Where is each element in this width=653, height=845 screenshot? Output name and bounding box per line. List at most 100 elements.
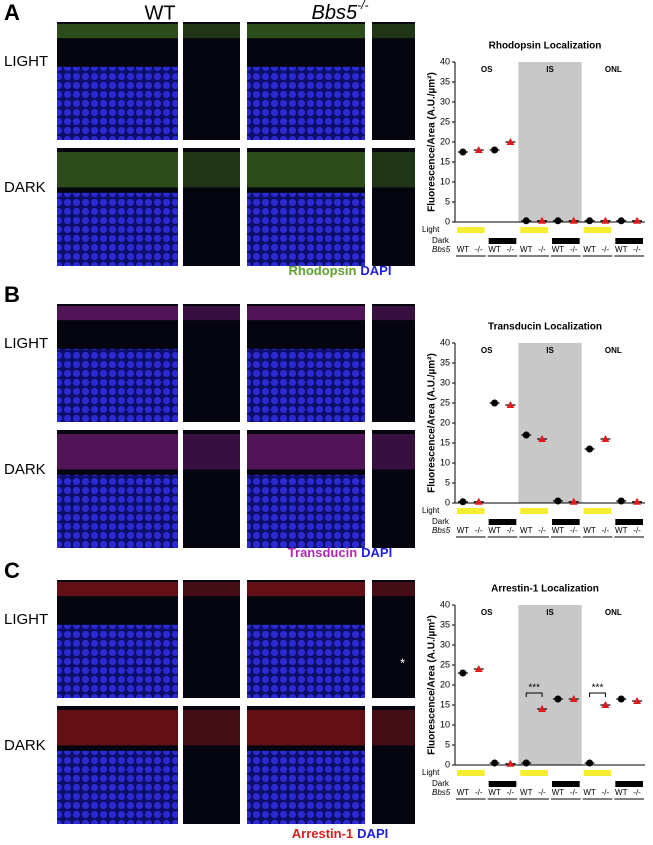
condition-label: Light: [422, 225, 440, 234]
data-point: [633, 497, 642, 505]
panel-letter: B: [4, 282, 20, 307]
data-point: [538, 216, 547, 224]
data-point: [522, 759, 530, 767]
data-point: [569, 216, 578, 224]
y-tick-label: 0: [445, 216, 450, 226]
y-tick-label: 30: [440, 639, 450, 649]
x-tick-label: WT: [583, 788, 596, 797]
row-label: DARK: [4, 737, 46, 754]
micrograph: [183, 430, 240, 548]
x-tick-label: WT: [552, 526, 565, 535]
x-tick-label: -/-: [570, 245, 578, 254]
stain-layer: [57, 582, 178, 597]
light-bar: [520, 227, 548, 233]
dark-bar: [615, 781, 643, 787]
micrograph: [372, 22, 415, 140]
x-tick-label: -/-: [507, 526, 515, 535]
stain-layer: [57, 306, 178, 321]
data-point: [522, 217, 530, 225]
row-label: LIGHT: [4, 53, 48, 70]
nuclei-layer: [57, 474, 178, 548]
x-tick-label: -/-: [507, 788, 515, 797]
nuclei-layer: [57, 348, 178, 422]
stain-label: Transducin DAPI: [288, 545, 392, 560]
x-tick-label: WT: [488, 788, 501, 797]
data-point: [459, 148, 467, 156]
data-point: [506, 401, 515, 408]
micrograph: [372, 706, 415, 824]
stain-layer: [247, 434, 365, 470]
data-point: [633, 697, 642, 704]
light-bar: [583, 770, 612, 776]
chart-title: Rhodopsin Localization: [489, 41, 602, 52]
y-tick-label: 20: [440, 136, 450, 146]
x-tick-label: -/-: [633, 788, 641, 797]
dark-bar: [552, 781, 580, 787]
significance-label: ***: [528, 683, 540, 694]
stain-layer: [247, 306, 365, 321]
significance-label: ***: [592, 683, 604, 694]
genotype-label: Bbs5: [432, 245, 451, 254]
micrograph: [372, 148, 415, 266]
column-header: WT: [144, 2, 175, 24]
x-tick-label: -/-: [633, 245, 641, 254]
stain-layer: [372, 434, 415, 470]
stain-layer: [372, 24, 415, 39]
nuclei-layer: [247, 192, 365, 266]
data-point: [586, 759, 594, 767]
light-bar: [583, 508, 612, 514]
x-tick-label: WT: [488, 245, 501, 254]
nuclei-layer: [247, 624, 365, 698]
y-tick-label: 15: [440, 156, 450, 166]
y-tick-label: 15: [440, 699, 450, 709]
column-header: Bbs5-/-: [312, 0, 369, 24]
stain-layer: [183, 306, 240, 321]
y-tick-label: 15: [440, 437, 450, 447]
x-tick-label: -/-: [570, 526, 578, 535]
condition-label: Dark: [432, 236, 450, 245]
region-label: IS: [546, 65, 554, 74]
x-tick-label: -/-: [570, 788, 578, 797]
x-tick-label: WT: [520, 526, 533, 535]
nuclei-layer: [247, 474, 365, 548]
x-tick-label: WT: [457, 788, 470, 797]
dark-bar: [488, 238, 517, 244]
genotype-label: Bbs5: [432, 526, 451, 535]
stain-layer: [183, 24, 240, 39]
y-tick-label: 5: [445, 196, 450, 206]
y-tick-label: 35: [440, 76, 450, 86]
micrograph: [372, 580, 415, 698]
y-tick-label: 10: [440, 176, 450, 186]
region-label: ONL: [605, 346, 622, 355]
region-label: ONL: [605, 608, 622, 617]
data-point: [538, 435, 547, 442]
data-point: [522, 431, 530, 439]
stain-name: Arrestin-1: [292, 826, 353, 841]
data-point: [474, 665, 483, 672]
micrograph: [183, 148, 240, 266]
y-tick-label: 40: [440, 56, 450, 66]
stain-label: Arrestin-1 DAPI: [292, 826, 388, 841]
light-bar: [457, 508, 485, 514]
data-point: [459, 498, 467, 506]
dark-bar: [615, 519, 643, 525]
data-point: [569, 695, 578, 702]
region-shade: [518, 343, 582, 503]
micrograph: [183, 304, 240, 422]
x-tick-label: WT: [615, 245, 628, 254]
data-point: [554, 217, 562, 225]
stain-layer: [372, 306, 415, 321]
stain-layer: [247, 582, 365, 597]
micrograph: [372, 304, 415, 422]
stain-name: Transducin: [288, 545, 357, 560]
y-tick-label: 0: [445, 497, 450, 507]
region-label: OS: [481, 346, 493, 355]
x-tick-label: WT: [615, 526, 628, 535]
light-bar: [457, 227, 485, 233]
x-tick-label: -/-: [538, 526, 546, 535]
significance-bracket: [525, 692, 543, 697]
x-tick-label: -/-: [475, 788, 483, 797]
genotype-label: Bbs5: [432, 788, 451, 797]
micrograph: [183, 580, 240, 698]
